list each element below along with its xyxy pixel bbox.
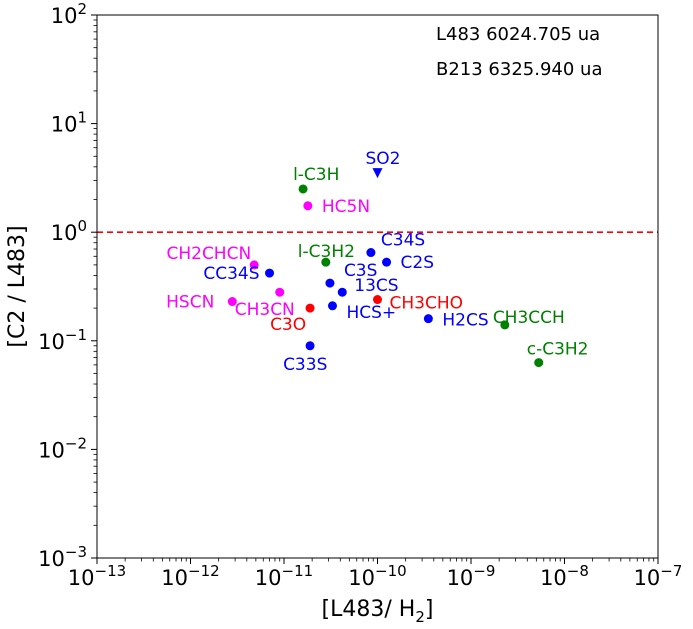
- x-tick-exp: −7: [660, 562, 682, 580]
- point-ch3cn: [275, 287, 285, 297]
- label-ch2chcn: CH2CHCN: [166, 244, 251, 264]
- y-tick-base: 10: [38, 330, 65, 354]
- label-l-c3h2: l-C3H2: [298, 242, 355, 262]
- y-tick-label: 10−2: [38, 434, 87, 462]
- label-hc5n: HC5N: [322, 197, 370, 217]
- y-tick-exp: 1: [77, 109, 87, 127]
- point-c3s: [325, 278, 335, 288]
- point-c2s: [382, 257, 392, 267]
- point-hscn: [227, 297, 237, 307]
- x-axis-title: [L483/ H2]: [322, 597, 434, 626]
- point-hc5n: [303, 201, 313, 211]
- point-c-c3h2: [534, 358, 544, 368]
- y-tick-exp: −2: [65, 434, 87, 452]
- x-tick-label: 10−13: [68, 562, 126, 590]
- point-so2: [372, 168, 383, 179]
- y-tick-base: 10: [38, 547, 65, 571]
- x-tick-base: 10: [447, 566, 474, 590]
- y-tick-exp: −1: [65, 326, 87, 344]
- point-c3o: [305, 303, 315, 313]
- x-tick-exp: −13: [95, 562, 127, 580]
- point-c33s: [305, 341, 315, 351]
- point-ch3cch: [500, 320, 510, 330]
- label-l-c3h: l-C3H: [293, 165, 339, 185]
- x-tick-label: 10−11: [255, 562, 313, 590]
- label-hscn: HSCN: [166, 293, 214, 313]
- x-tick-label: 10−9: [447, 562, 496, 590]
- label-c33s: C33S: [283, 355, 327, 375]
- label-13cs: 13CS: [354, 276, 398, 296]
- axis-ticks: 10−13 10−12 10−11 10−10 10−9 10−8 10−710210110…: [38, 0, 682, 590]
- x-tick-exp: −10: [375, 562, 407, 580]
- y-tick-label: 102: [51, 0, 87, 28]
- x-tick-label: 10−12: [161, 562, 219, 590]
- y-tick-exp: 2: [77, 0, 87, 18]
- label-cc34s: CC34S: [203, 264, 259, 284]
- y-tick-exp: −3: [65, 543, 87, 561]
- label-hcs-: HCS+: [346, 303, 396, 323]
- x-tick-label: 10−7: [634, 562, 683, 590]
- x-tick-base: 10: [68, 566, 95, 590]
- point-ch2chcn: [249, 260, 259, 270]
- x-tick-exp: −9: [473, 562, 495, 580]
- x-tick-label: 10−10: [348, 562, 406, 590]
- point-cc34s: [265, 268, 275, 278]
- point-c34s: [366, 248, 376, 258]
- point-l-c3h: [298, 184, 308, 194]
- y-tick-label: 100: [51, 217, 87, 245]
- label-ch3cn: CH3CN: [235, 300, 295, 320]
- point-h2cs: [423, 314, 433, 324]
- annotation-l483: L483 6024.705 ua: [436, 24, 600, 45]
- data-points: [227, 168, 544, 368]
- x-tick-label: 10−8: [540, 562, 589, 590]
- x-tick-exp: −11: [282, 562, 314, 580]
- y-tick-base: 10: [38, 438, 65, 462]
- label-c3s: C3S: [344, 261, 377, 281]
- label-ch3cch: CH3CCH: [493, 308, 565, 328]
- x-tick-base: 10: [255, 566, 282, 590]
- point-ch3cho: [373, 295, 382, 305]
- point-hcs-: [327, 301, 337, 311]
- y-tick-base: 10: [51, 4, 78, 28]
- point-l-c3h2: [321, 257, 331, 267]
- plot-area-frame: [96, 14, 659, 559]
- label-ch3cho: CH3CHO: [390, 294, 464, 314]
- x-axis-title-close: ]: [425, 597, 434, 622]
- label-c2s: C2S: [401, 253, 434, 273]
- label-c3o: C3O: [270, 315, 306, 335]
- x-tick-base: 10: [161, 566, 188, 590]
- point-13cs: [337, 287, 347, 297]
- y-tick-label: 101: [51, 109, 87, 137]
- label-c-c3h2: c-C3H2: [527, 340, 589, 360]
- label-h2cs: H2CS: [442, 311, 488, 331]
- y-tick-exp: 0: [77, 217, 87, 235]
- x-tick-exp: −12: [188, 562, 220, 580]
- x-tick-base: 10: [634, 566, 661, 590]
- y-tick-base: 10: [51, 113, 78, 137]
- y-axis-title: [C2 / L483]: [5, 225, 30, 347]
- y-tick-label: 10−1: [38, 326, 87, 354]
- x-tick-base: 10: [348, 566, 375, 590]
- label-c34s: C34S: [381, 231, 425, 251]
- label-so2: SO2: [366, 149, 401, 169]
- annotation-b213: B213 6325.940 ua: [436, 59, 602, 80]
- x-axis-title-main: [L483/ H: [322, 597, 416, 622]
- y-tick-base: 10: [51, 221, 78, 245]
- x-tick-base: 10: [540, 566, 567, 590]
- y-tick-label: 10−3: [38, 543, 87, 571]
- x-tick-exp: −8: [567, 562, 589, 580]
- x-axis-title-sub: 2: [415, 608, 425, 626]
